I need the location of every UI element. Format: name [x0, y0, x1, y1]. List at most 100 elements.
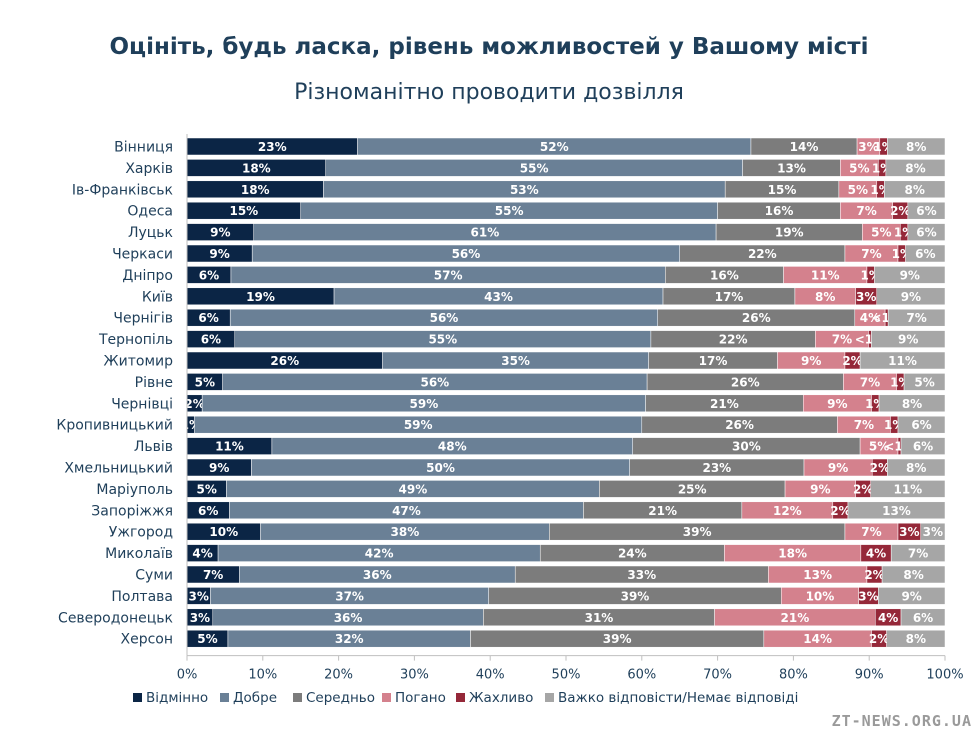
bar-segment	[885, 159, 946, 177]
data-label: 21%	[710, 397, 739, 411]
chart-subtitle: Різноманітно проводити дозвілля	[294, 80, 684, 105]
data-label: 61%	[471, 226, 500, 240]
category-label: Черкаси	[112, 247, 173, 263]
data-label: 7%	[854, 418, 874, 432]
data-label: 14%	[803, 632, 832, 646]
legend-swatch	[220, 693, 229, 702]
x-tick-label: 40%	[476, 668, 505, 683]
legend-label: Добре	[233, 690, 277, 706]
data-label: 30%	[732, 440, 761, 454]
data-label: 9%	[801, 354, 821, 368]
data-label: 17%	[699, 354, 728, 368]
data-label: 7%	[832, 333, 852, 347]
data-label: 37%	[335, 589, 364, 603]
data-label: 13%	[882, 504, 911, 518]
bar-segment	[884, 180, 946, 199]
data-label: 11%	[888, 354, 917, 368]
legend-swatch	[545, 693, 554, 702]
data-label: 35%	[501, 354, 530, 368]
data-label: 50%	[426, 461, 455, 475]
data-label: 39%	[621, 589, 650, 603]
data-label: 7%	[860, 375, 880, 389]
bar-segment	[876, 287, 946, 306]
category-label: Київ	[142, 289, 173, 305]
category-label: Житомир	[104, 354, 174, 370]
data-label: 7%	[861, 247, 881, 261]
legend-label: Відмінно	[146, 690, 208, 706]
data-label: 8%	[815, 290, 835, 304]
data-label: 4%	[866, 547, 886, 561]
data-label: 9%	[898, 333, 918, 347]
data-label: 24%	[618, 547, 647, 561]
data-label: 14%	[790, 140, 819, 154]
bar-segment	[897, 415, 946, 434]
x-tick-label: 10%	[248, 668, 277, 683]
data-label: 9%	[828, 461, 848, 475]
data-label: 5%	[914, 375, 934, 389]
data-label: 22%	[719, 333, 748, 347]
data-label: 6%	[915, 247, 935, 261]
data-label: 7%	[861, 525, 881, 539]
category-label: Чернівці	[111, 396, 173, 412]
data-label: 11%	[215, 440, 244, 454]
chart-title: Оцініть, будь ласка, рівень можливостей …	[109, 34, 869, 60]
data-label: 32%	[335, 632, 364, 646]
category-label: Чернігів	[113, 311, 173, 327]
bar-segment	[886, 629, 946, 648]
data-label: 3%	[189, 589, 209, 603]
data-label: 6%	[911, 418, 931, 432]
data-label: 10%	[209, 525, 238, 539]
legend-swatch	[293, 693, 302, 702]
bar-segment	[887, 137, 946, 156]
category-label: Херсон	[120, 632, 173, 648]
bar-segment	[907, 223, 946, 241]
x-tick-label: 20%	[324, 668, 353, 683]
category-label: Одеса	[127, 204, 173, 220]
data-label: 33%	[627, 568, 656, 582]
category-label: Дніпро	[122, 268, 173, 284]
data-label: 13%	[803, 568, 832, 582]
x-tick-label: 70%	[703, 668, 732, 683]
data-label: 52%	[540, 140, 569, 154]
data-label: 13%	[777, 161, 806, 175]
data-label: 15%	[768, 183, 797, 197]
data-label: 2%	[853, 482, 873, 496]
data-label: 16%	[710, 268, 739, 282]
data-label: 6%	[199, 268, 219, 282]
bar-segment	[903, 373, 946, 391]
data-label: 3%	[858, 589, 878, 603]
category-label: Ів-Франківськ	[72, 182, 173, 198]
data-label: 36%	[363, 568, 392, 582]
watermark: ZT-NEWS.ORG.UA	[831, 712, 972, 730]
category-label: Тернопіль	[98, 332, 173, 348]
bar-segment	[881, 565, 946, 584]
data-label: 26%	[742, 311, 771, 325]
data-label: 9%	[901, 589, 921, 603]
data-label: 23%	[702, 461, 731, 475]
legend-label: Середньо	[306, 690, 375, 706]
category-label: Северодонецьк	[58, 610, 173, 626]
data-label: 39%	[683, 525, 712, 539]
data-label: 10%	[806, 589, 835, 603]
data-label: 9%	[901, 290, 921, 304]
data-label: 23%	[258, 140, 287, 154]
data-label: 39%	[603, 632, 632, 646]
data-label: 9%	[209, 247, 229, 261]
data-label: 5%	[197, 482, 217, 496]
data-label: 26%	[725, 418, 754, 432]
data-label: 3%	[190, 611, 210, 625]
data-label: 18%	[242, 161, 271, 175]
data-label: 9%	[900, 268, 920, 282]
data-label: 8%	[903, 568, 923, 582]
bar-segment	[859, 351, 946, 370]
category-label: Полтава	[111, 589, 173, 605]
category-label: Хмельницький	[64, 461, 173, 477]
data-label: 36%	[334, 611, 363, 625]
data-label: 19%	[246, 290, 275, 304]
data-label: 56%	[420, 375, 449, 389]
data-label: 4%	[860, 311, 880, 325]
data-label: 55%	[495, 204, 524, 218]
data-label: 9%	[827, 397, 847, 411]
data-label: 5%	[848, 183, 868, 197]
bar-segment	[871, 330, 946, 348]
